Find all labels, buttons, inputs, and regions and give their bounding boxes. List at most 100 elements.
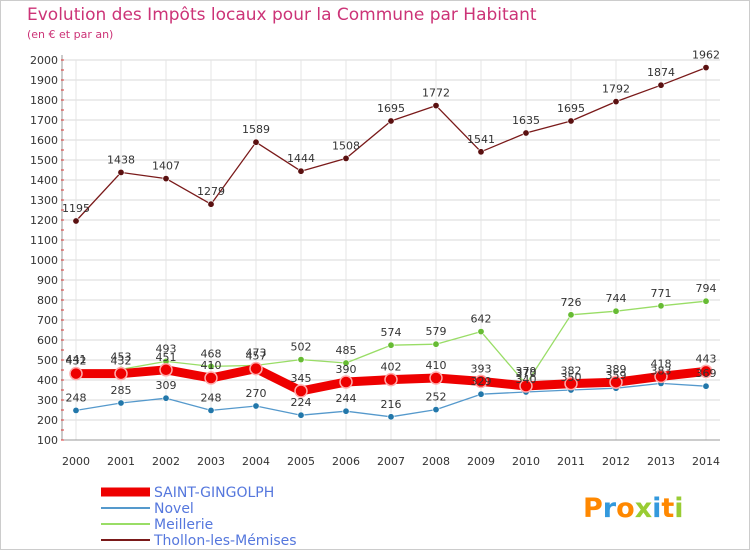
data-label: 432 [66, 355, 87, 368]
y-tick-label: 400 [37, 374, 58, 387]
series-point [609, 375, 623, 389]
data-label: 1695 [557, 102, 585, 115]
series-point [252, 138, 260, 146]
y-tick-label: 1000 [30, 254, 58, 267]
series-point [207, 200, 215, 208]
series-point [117, 168, 125, 176]
series-point [702, 64, 710, 72]
x-tick-label: 2002 [152, 455, 180, 468]
data-label: 1407 [152, 160, 180, 173]
legend: SAINT-GINGOLPHNovelMeillerieThollon-les-… [101, 485, 297, 549]
series-point [702, 382, 710, 390]
y-tick-label: 200 [37, 414, 58, 427]
series-point [72, 406, 80, 414]
series-point [477, 390, 485, 398]
series-point [162, 175, 170, 183]
data-label: 1195 [62, 202, 90, 215]
data-label: 1541 [467, 133, 495, 146]
data-label: 244 [336, 392, 357, 405]
data-label: 1279 [197, 185, 225, 198]
y-tick-label: 1100 [30, 234, 58, 247]
y-tick-label: 1700 [30, 114, 58, 127]
series-point [612, 98, 620, 106]
series-point [519, 379, 533, 393]
x-tick-label: 2005 [287, 455, 315, 468]
series-point [699, 364, 713, 379]
data-label: 443 [696, 352, 717, 365]
data-label: 224 [291, 396, 312, 409]
data-label: 794 [696, 282, 717, 295]
data-label: 270 [246, 387, 267, 400]
series-point [387, 341, 395, 349]
logo-text: Proxiti [583, 493, 684, 524]
y-tick-label: 1300 [30, 194, 58, 207]
x-tick-label: 2009 [467, 455, 495, 468]
legend-label: Meillerie [154, 517, 213, 533]
series-point [207, 406, 215, 414]
data-label: 340 [516, 373, 537, 386]
data-label: 485 [336, 344, 357, 357]
series-point [297, 411, 305, 419]
y-tick-label: 1500 [30, 154, 58, 167]
series-point [159, 363, 173, 377]
x-tick-label: 2000 [62, 455, 90, 468]
data-label: 383 [651, 364, 672, 377]
series-point [522, 129, 530, 137]
x-tick-label: 2012 [602, 455, 630, 468]
data-label: 285 [111, 384, 132, 397]
series-point [249, 361, 263, 376]
data-label: 1438 [107, 153, 135, 166]
y-tick-label: 1800 [30, 94, 58, 107]
data-label: 252 [426, 391, 447, 404]
x-tick-label: 2007 [377, 455, 405, 468]
series-point [342, 154, 350, 162]
data-label: 418 [651, 357, 672, 370]
series-point [657, 302, 665, 310]
series-point [252, 402, 260, 410]
data-label: 248 [66, 391, 87, 404]
series-point [72, 217, 80, 225]
data-label: 1962 [692, 49, 720, 62]
data-label: 350 [561, 371, 582, 384]
data-label: 382 [561, 365, 582, 378]
data-label: 359 [606, 369, 627, 382]
x-tick-label: 2003 [197, 455, 225, 468]
series-point [477, 328, 485, 336]
data-label: 1589 [242, 123, 270, 136]
chart-subtitle: (en € et par an) [27, 28, 113, 41]
data-label: 329 [471, 375, 492, 388]
y-tick-label: 300 [37, 394, 58, 407]
y-tick-label: 1600 [30, 134, 58, 147]
data-label: 410 [201, 359, 222, 372]
x-tick-label: 2001 [107, 455, 135, 468]
data-label: 1874 [647, 66, 675, 79]
series-point [114, 366, 128, 381]
x-tick-label: 2013 [647, 455, 675, 468]
series-point [297, 167, 305, 175]
labels-layer: 1195 1438 1407 1279 1589 1444 1508 1695 1772 1541… [62, 49, 720, 411]
series-point [654, 369, 668, 384]
data-label: 726 [561, 296, 582, 309]
data-label: 1635 [512, 114, 540, 127]
x-tick-label: 2010 [512, 455, 540, 468]
data-label: 309 [156, 379, 177, 392]
series-point [702, 297, 710, 305]
series-point [204, 371, 218, 385]
data-label: 1792 [602, 83, 630, 96]
y-tick-label: 2000 [30, 54, 58, 67]
data-label: 451 [156, 351, 177, 364]
data-label: 393 [471, 362, 492, 375]
data-label: 473 [246, 346, 267, 359]
series-point [117, 399, 125, 407]
series-point [429, 371, 443, 385]
series-point [294, 384, 308, 398]
series-point [297, 356, 305, 364]
series-point [339, 375, 353, 389]
data-label: 432 [111, 355, 132, 368]
data-label: 579 [426, 325, 447, 338]
data-label: 642 [471, 313, 492, 326]
data-label: 369 [696, 367, 717, 380]
series-point [387, 413, 395, 421]
y-tick-label: 1400 [30, 174, 58, 187]
